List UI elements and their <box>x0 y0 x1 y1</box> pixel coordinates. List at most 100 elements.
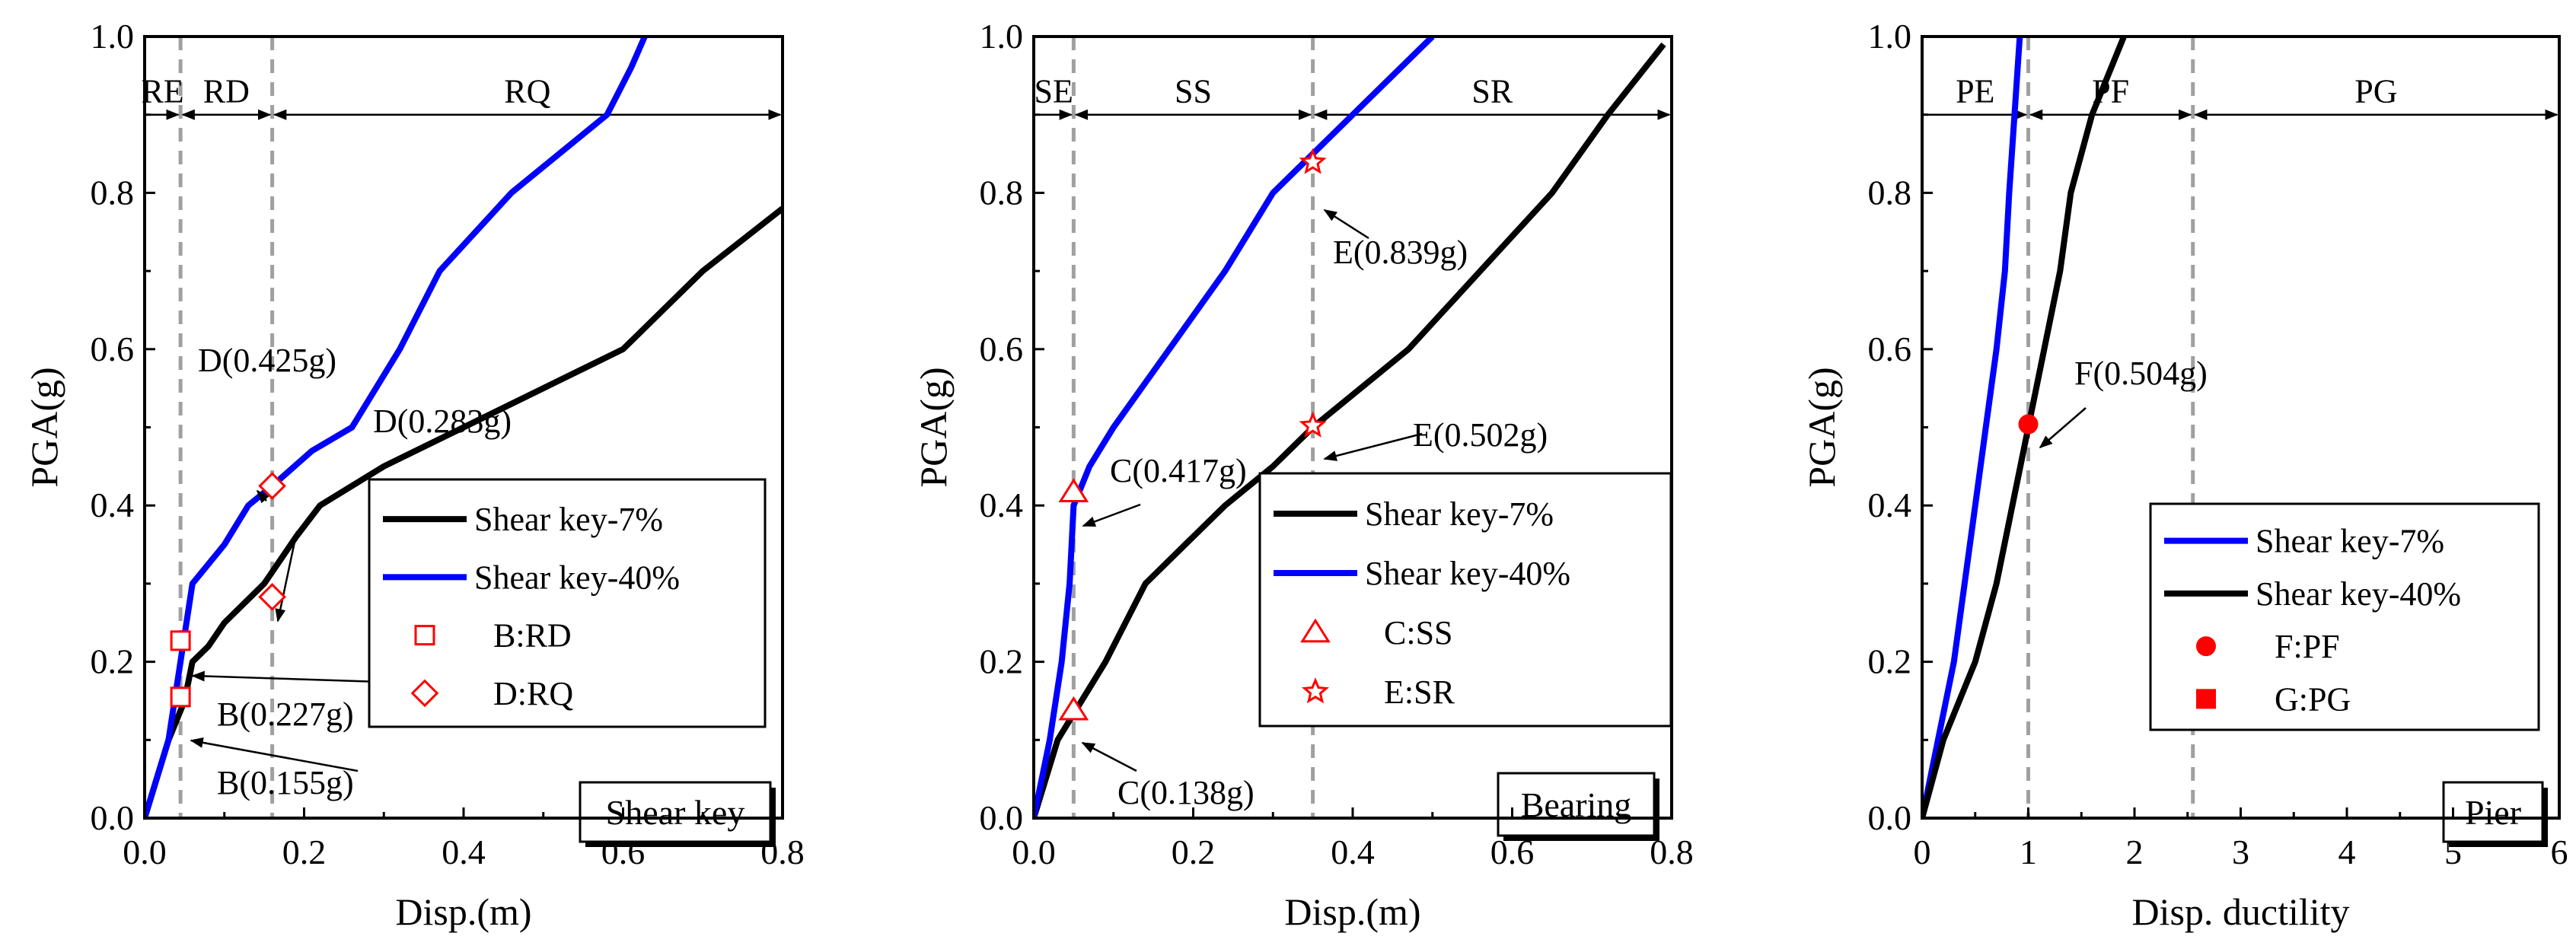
annotation-label: D(0.425g) <box>198 342 336 379</box>
legend-entry-label: Shear key-7% <box>1365 495 1554 533</box>
panel-shear-key: RE RD RQ D(0.425g) D(0.283g) B(0.227g) B(0.155… <box>23 17 805 933</box>
legend-entry-label: Shear key-7% <box>2256 523 2444 560</box>
annotation-label: C(0.138g) <box>1117 774 1255 811</box>
data-marker <box>1058 696 1089 721</box>
y-tick-label: 0.4 <box>1868 486 1912 524</box>
region-label: SR <box>1471 73 1513 110</box>
x-tick-label: 0.6 <box>1490 833 1535 871</box>
region-label: PE <box>1956 73 1994 110</box>
annotation-leader <box>1081 741 1137 772</box>
x-axis-label: Disp.(m) <box>1284 890 1420 933</box>
region-label: RE <box>141 73 183 110</box>
annotation-label: C(0.417g) <box>1110 452 1247 489</box>
legend-marker <box>2196 636 2216 657</box>
region-label: SS <box>1175 73 1212 110</box>
annotation-label: E(0.839g) <box>1333 234 1468 271</box>
legend-entry-label: D:RQ <box>493 675 573 712</box>
x-tick-label: 0.6 <box>601 833 646 871</box>
annotation-leader <box>275 530 298 623</box>
panel-title: Pier <box>2465 793 2521 832</box>
x-tick-label: 0.2 <box>282 833 327 871</box>
data-marker <box>258 583 286 611</box>
y-tick-label: 0.6 <box>1868 330 1912 368</box>
legend-marker <box>1301 677 1330 704</box>
x-tick-label: 0.0 <box>1012 833 1056 871</box>
x-tick-label: 0 <box>1914 833 1931 871</box>
legend-entry-label: Shear key-40% <box>1365 555 1570 592</box>
region-label: SE <box>1035 73 1073 110</box>
y-axis-label: PGA(g) <box>912 367 955 487</box>
y-tick-label: 0.2 <box>1868 642 1912 681</box>
data-marker <box>2018 414 2039 435</box>
x-tick-label: 0.2 <box>1172 833 1216 871</box>
data-marker <box>170 630 191 651</box>
y-tick-label: 0.0 <box>1868 798 1912 837</box>
y-tick-label: 1.0 <box>1868 17 1912 56</box>
y-tick-label: 0.6 <box>91 330 135 368</box>
x-tick-label: 0.0 <box>123 833 167 871</box>
legend-entry-label: E:SR <box>1384 674 1455 711</box>
y-tick-label: 1.0 <box>980 17 1024 56</box>
y-tick-label: 0.0 <box>980 798 1024 837</box>
annotation-label: B(0.227g) <box>217 696 354 733</box>
annotation-label: D(0.283g) <box>373 403 512 440</box>
x-tick-label: 3 <box>2232 833 2249 871</box>
data-marker <box>170 686 191 708</box>
x-tick-label: 1 <box>2020 833 2037 871</box>
annotation-leader <box>2039 407 2087 449</box>
panel-title-box <box>2442 781 2544 843</box>
x-tick-label: 6 <box>2551 833 2568 871</box>
panel-bearing: SE SS SR C(0.417g) C(0.138g) E(0.839g) E(0.502… <box>912 17 1694 933</box>
legend-entry-label: Shear key-40% <box>2256 575 2461 613</box>
data-marker <box>258 472 286 500</box>
y-axis-label: PGA(g) <box>1800 367 1843 487</box>
series-line-1 <box>1922 37 2023 818</box>
y-tick-label: 0.6 <box>980 330 1024 368</box>
legend: Shear key-7% Shear key-40% B:RD D:RQ <box>368 478 767 728</box>
x-tick-label: 0.4 <box>1331 833 1375 871</box>
x-tick-label: 2 <box>2126 833 2144 871</box>
x-tick-label: 0.4 <box>442 833 486 871</box>
annotation-leader <box>256 489 269 504</box>
legend: Shear key-7% Shear key-40% C:SS E:SR <box>1258 472 1672 728</box>
legend-marker <box>1300 618 1331 643</box>
series-line-1 <box>1034 42 1666 818</box>
x-tick-label: 0.8 <box>1650 833 1694 871</box>
y-tick-label: 0.0 <box>91 798 135 837</box>
y-tick-label: 0.8 <box>91 173 135 212</box>
x-tick-label: 4 <box>2338 833 2356 871</box>
legend-entry-label: B:RD <box>493 617 572 654</box>
annotation-label: F(0.504g) <box>2074 355 2208 392</box>
panel-title: Shear key <box>606 793 745 832</box>
legend-entry-label: Shear key-40% <box>474 559 680 596</box>
x-axis-label: Disp. ductility <box>2131 890 2349 933</box>
y-tick-label: 1.0 <box>91 17 135 56</box>
annotation-leader <box>1323 209 1369 240</box>
legend-marker <box>2196 689 2216 709</box>
region-label: PG <box>2354 73 2397 110</box>
x-axis-label: Disp.(m) <box>395 890 531 933</box>
panel-title-box <box>1497 772 1656 837</box>
data-marker <box>1058 478 1089 502</box>
annotation-leader <box>1082 503 1141 527</box>
region-label: RQ <box>504 73 550 110</box>
y-tick-label: 0.2 <box>91 642 135 681</box>
y-tick-label: 0.4 <box>91 486 135 524</box>
annotation-label: E(0.502g) <box>1413 416 1548 454</box>
region-label: RD <box>203 73 250 110</box>
legend-entry-label: C:SS <box>1384 614 1453 651</box>
annotation-leader <box>191 670 381 683</box>
legend-entry-label: Shear key-7% <box>474 501 663 538</box>
panel-title-box <box>579 781 772 843</box>
y-tick-label: 0.8 <box>1868 173 1912 212</box>
panel-pier: PE PF PGF(0.504g)Shear key-7%Shear key-40%… <box>1800 17 2568 933</box>
annotation-leader <box>190 737 359 772</box>
y-tick-label: 0.8 <box>980 173 1024 212</box>
annotation-leader <box>1323 432 1423 461</box>
legend-marker <box>414 625 435 646</box>
y-tick-label: 0.4 <box>980 486 1024 524</box>
legend: Shear key-7% Shear key-40% F:PF G:PG <box>2149 502 2540 731</box>
legend-entry-label: F:PF <box>2275 628 2340 665</box>
data-marker <box>1299 148 1327 174</box>
